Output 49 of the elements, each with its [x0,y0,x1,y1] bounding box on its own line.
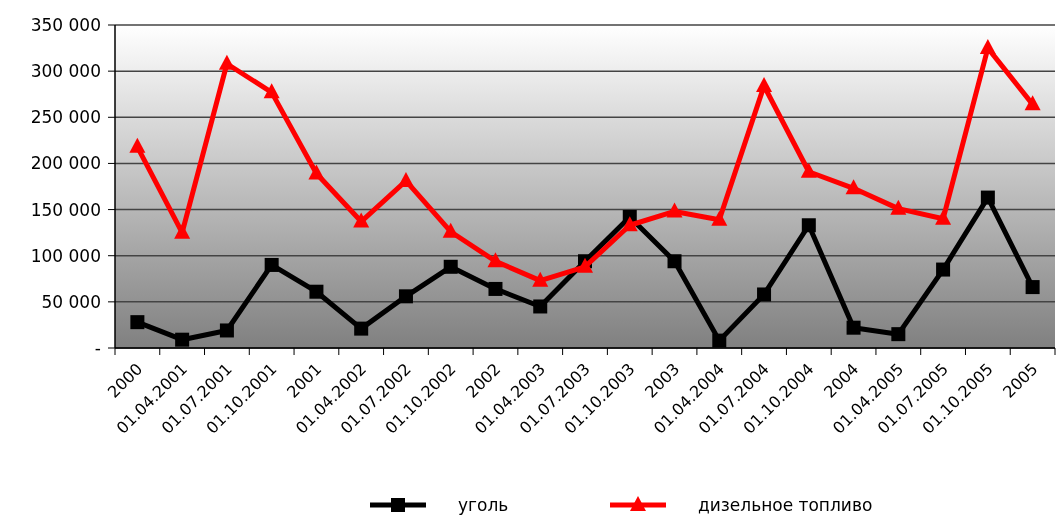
point [219,323,234,338]
point [175,332,190,347]
y-tick-label: 300 000 [30,61,101,82]
y-tick-label: 50 000 [41,291,101,312]
point [533,299,548,314]
point [935,209,952,225]
point [800,162,817,178]
point [1025,280,1040,295]
y-tick-label: 250 000 [30,107,101,128]
y-tick-label: 350 000 [30,14,101,35]
point [979,39,996,55]
point [980,190,995,205]
point [397,171,414,187]
point [577,257,593,273]
point [398,289,413,304]
point [1024,95,1041,111]
point [309,284,324,299]
point [667,254,682,269]
point [264,257,279,272]
point [218,54,235,70]
point [756,76,773,92]
point [936,262,951,277]
point [621,216,638,232]
point [174,223,191,239]
point [711,210,728,226]
point [666,202,683,218]
point [846,320,861,335]
point [890,199,907,215]
point [712,333,727,348]
point [353,212,370,228]
point [354,321,369,336]
point [801,218,816,233]
point [263,83,280,99]
y-tick-label: 150 000 [30,199,101,220]
point [891,327,906,342]
point [845,179,862,195]
point [757,287,772,302]
y-tick-label: - [94,337,101,358]
point [532,271,549,287]
y-tick-label: 100 000 [30,245,101,266]
point [487,252,504,268]
point [129,137,146,153]
legend-label: уголь [458,494,509,515]
point [443,259,458,274]
y-tick-label: 200 000 [30,153,101,174]
point [130,315,145,330]
legend-label: дизельное топливо [698,494,873,515]
point [308,164,325,180]
point [488,281,503,296]
